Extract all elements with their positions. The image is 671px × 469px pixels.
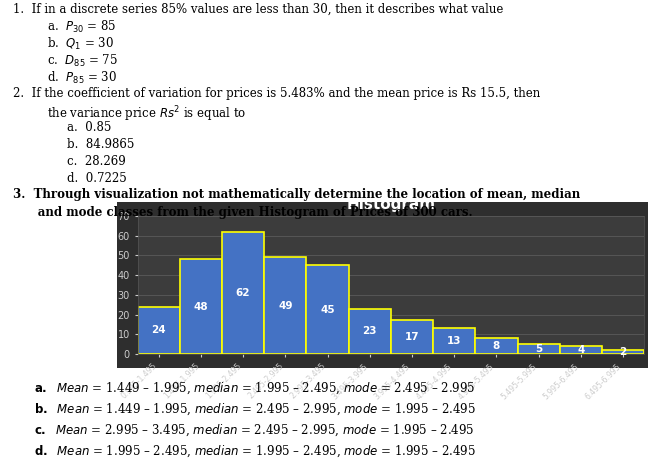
Title: Histogram: Histogram [346, 197, 435, 212]
Bar [475, 338, 517, 354]
Text: 45: 45 [320, 305, 335, 315]
Text: 5: 5 [535, 344, 542, 354]
Bar [602, 350, 644, 354]
Bar [180, 259, 222, 354]
Bar [433, 328, 475, 354]
Text: d.  0.7225: d. 0.7225 [67, 173, 127, 185]
Text: a.  0.85: a. 0.85 [67, 121, 111, 135]
Text: 8: 8 [493, 341, 500, 351]
Text: $\bf{d.}$  $\mathit{Mean}$ = 1.995 – 2.495, $\mathit{median}$ = 1.995 – 2.495, $: $\bf{d.}$ $\mathit{Mean}$ = 1.995 – 2.49… [34, 443, 476, 459]
Text: b.  84.9865: b. 84.9865 [67, 138, 134, 151]
Text: 4: 4 [577, 345, 584, 355]
Text: 2: 2 [619, 347, 627, 357]
Text: 24: 24 [152, 325, 166, 335]
Text: 1.  If in a discrete series 85% values are less than 30, then it describes what : 1. If in a discrete series 85% values ar… [13, 2, 504, 15]
Bar [391, 320, 433, 354]
Text: b.  $Q_1$ = 30: b. $Q_1$ = 30 [47, 37, 114, 53]
Bar [138, 307, 180, 354]
Text: c.  $D_{85}$ = 75: c. $D_{85}$ = 75 [47, 53, 118, 69]
Bar [349, 309, 391, 354]
Text: d.  $P_{85}$ = 30: d. $P_{85}$ = 30 [47, 70, 117, 86]
Text: 3.  Through visualization not mathematically determine the location of mean, med: 3. Through visualization not mathematica… [13, 188, 580, 219]
Text: 62: 62 [236, 288, 250, 298]
Bar [560, 346, 602, 354]
Text: the variance price $Rs^2$ is equal to: the variance price $Rs^2$ is equal to [47, 105, 246, 124]
Text: 48: 48 [193, 302, 208, 312]
Bar [307, 265, 349, 354]
Text: $\bf{a.}$  $\mathit{Mean}$ = 1.449 – 1.995, $\mathit{median}$ = 1.995 – 2.495, $: $\bf{a.}$ $\mathit{Mean}$ = 1.449 – 1.99… [34, 380, 475, 396]
Bar [222, 232, 264, 354]
Bar [264, 257, 307, 354]
Text: a.  $P_{30}$ = 85: a. $P_{30}$ = 85 [47, 19, 117, 36]
Text: 2.  If the coefficient of variation for prices is 5.483% and the mean price is R: 2. If the coefficient of variation for p… [13, 87, 541, 100]
Text: 23: 23 [362, 326, 377, 336]
Text: $\bf{c.}$  $\mathit{Mean}$ = 2.995 – 3.495, $\mathit{median}$ = 2.495 – 2.995, $: $\bf{c.}$ $\mathit{Mean}$ = 2.995 – 3.49… [34, 423, 474, 438]
Text: c.  28.269: c. 28.269 [67, 155, 126, 168]
Text: 49: 49 [278, 301, 293, 310]
Text: $\bf{b.}$  $\mathit{Mean}$ = 1.449 – 1.995, $\mathit{median}$ = 2.495 – 2.995, $: $\bf{b.}$ $\mathit{Mean}$ = 1.449 – 1.99… [34, 401, 476, 417]
Text: 13: 13 [447, 336, 462, 346]
Text: 17: 17 [405, 333, 419, 342]
Bar [517, 344, 560, 354]
